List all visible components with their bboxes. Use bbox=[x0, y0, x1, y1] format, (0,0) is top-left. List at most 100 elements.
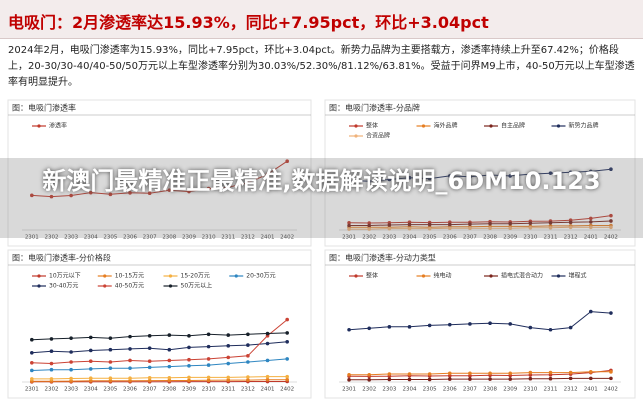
legend-label: 50万元以上 bbox=[181, 282, 213, 290]
x-tick-label: 2309 bbox=[182, 387, 196, 393]
point bbox=[226, 375, 231, 380]
x-tick-label: 2307 bbox=[463, 235, 477, 241]
point bbox=[387, 377, 392, 382]
point bbox=[69, 379, 73, 383]
point bbox=[285, 317, 289, 322]
point bbox=[588, 169, 593, 174]
legend-label: 整体 bbox=[366, 272, 378, 280]
point bbox=[347, 227, 351, 231]
x-tick-label: 2311 bbox=[221, 387, 235, 393]
point bbox=[108, 347, 113, 352]
point bbox=[387, 325, 392, 329]
point bbox=[285, 331, 289, 335]
point bbox=[49, 377, 54, 381]
x-tick-label: 2301 bbox=[342, 235, 356, 241]
point bbox=[167, 364, 172, 369]
legend-marker bbox=[234, 274, 238, 278]
series-line bbox=[349, 371, 611, 376]
point bbox=[528, 376, 533, 381]
point bbox=[447, 226, 452, 230]
legend-marker bbox=[168, 274, 173, 278]
point bbox=[69, 350, 73, 354]
point bbox=[488, 226, 492, 230]
point bbox=[568, 220, 573, 225]
point bbox=[30, 377, 34, 381]
point bbox=[226, 361, 231, 366]
point bbox=[427, 222, 432, 227]
x-tick-label: 2303 bbox=[64, 387, 78, 393]
point bbox=[128, 378, 132, 383]
point bbox=[468, 174, 472, 179]
point bbox=[49, 367, 54, 372]
point bbox=[588, 225, 593, 230]
point bbox=[588, 376, 593, 381]
x-tick-label: 2402 bbox=[280, 235, 294, 241]
point bbox=[147, 346, 152, 350]
point bbox=[488, 371, 492, 376]
point bbox=[367, 221, 372, 225]
legend-label: 插电式混合动力 bbox=[501, 272, 543, 280]
point bbox=[30, 350, 34, 355]
panel-title: 图：电吸门渗透率-分动力类型 bbox=[329, 253, 436, 263]
point bbox=[548, 370, 553, 375]
series-line bbox=[349, 377, 611, 381]
point bbox=[128, 191, 132, 195]
point bbox=[187, 364, 191, 368]
point bbox=[528, 325, 533, 330]
point bbox=[226, 344, 231, 348]
point bbox=[468, 374, 472, 378]
point bbox=[285, 159, 289, 163]
x-tick-label: 2305 bbox=[423, 235, 437, 241]
point bbox=[488, 321, 492, 326]
point bbox=[206, 378, 211, 383]
point bbox=[387, 372, 392, 376]
series-line bbox=[349, 168, 611, 182]
x-tick-label: 2303 bbox=[382, 387, 396, 393]
point bbox=[347, 372, 351, 377]
point bbox=[108, 366, 113, 370]
point bbox=[508, 226, 513, 230]
point bbox=[407, 372, 412, 376]
point bbox=[387, 177, 392, 182]
point bbox=[447, 373, 452, 378]
point bbox=[88, 367, 93, 371]
point bbox=[609, 370, 613, 374]
x-tick-label: 2307 bbox=[143, 235, 157, 241]
point bbox=[609, 311, 613, 315]
point bbox=[609, 376, 613, 381]
legend-marker bbox=[37, 284, 41, 288]
point bbox=[167, 375, 172, 380]
point bbox=[468, 377, 472, 381]
point bbox=[246, 332, 250, 337]
point bbox=[609, 219, 613, 223]
point bbox=[447, 222, 452, 227]
point bbox=[568, 170, 573, 175]
x-tick-label: 2304 bbox=[403, 235, 417, 241]
point bbox=[147, 375, 152, 380]
legend-marker bbox=[556, 274, 561, 278]
point bbox=[528, 373, 533, 377]
point bbox=[548, 220, 553, 225]
point bbox=[548, 327, 553, 332]
x-tick-label: 2305 bbox=[423, 387, 437, 393]
x-tick-label: 2309 bbox=[503, 235, 517, 241]
series-line bbox=[31, 376, 288, 380]
legend-label: 10-15万元 bbox=[115, 273, 144, 280]
series-line bbox=[349, 215, 611, 224]
point bbox=[568, 325, 573, 330]
point bbox=[347, 327, 351, 332]
title: 电吸门：2月渗透率达15.93%，同比+7.95pct，环比+3.04pct bbox=[8, 13, 489, 32]
point bbox=[407, 222, 412, 227]
point bbox=[427, 372, 432, 376]
point bbox=[167, 378, 172, 383]
header: 电吸门：2月渗透率达15.93%，同比+7.95pct，环比+3.04pct bbox=[0, 0, 643, 39]
point bbox=[246, 354, 250, 358]
point bbox=[49, 194, 54, 199]
point bbox=[488, 377, 492, 381]
point bbox=[167, 188, 172, 192]
series-line bbox=[31, 358, 288, 371]
x-tick-label: 2302 bbox=[44, 235, 58, 241]
point bbox=[387, 226, 392, 231]
point bbox=[508, 377, 513, 381]
x-tick-label: 2401 bbox=[584, 235, 598, 241]
